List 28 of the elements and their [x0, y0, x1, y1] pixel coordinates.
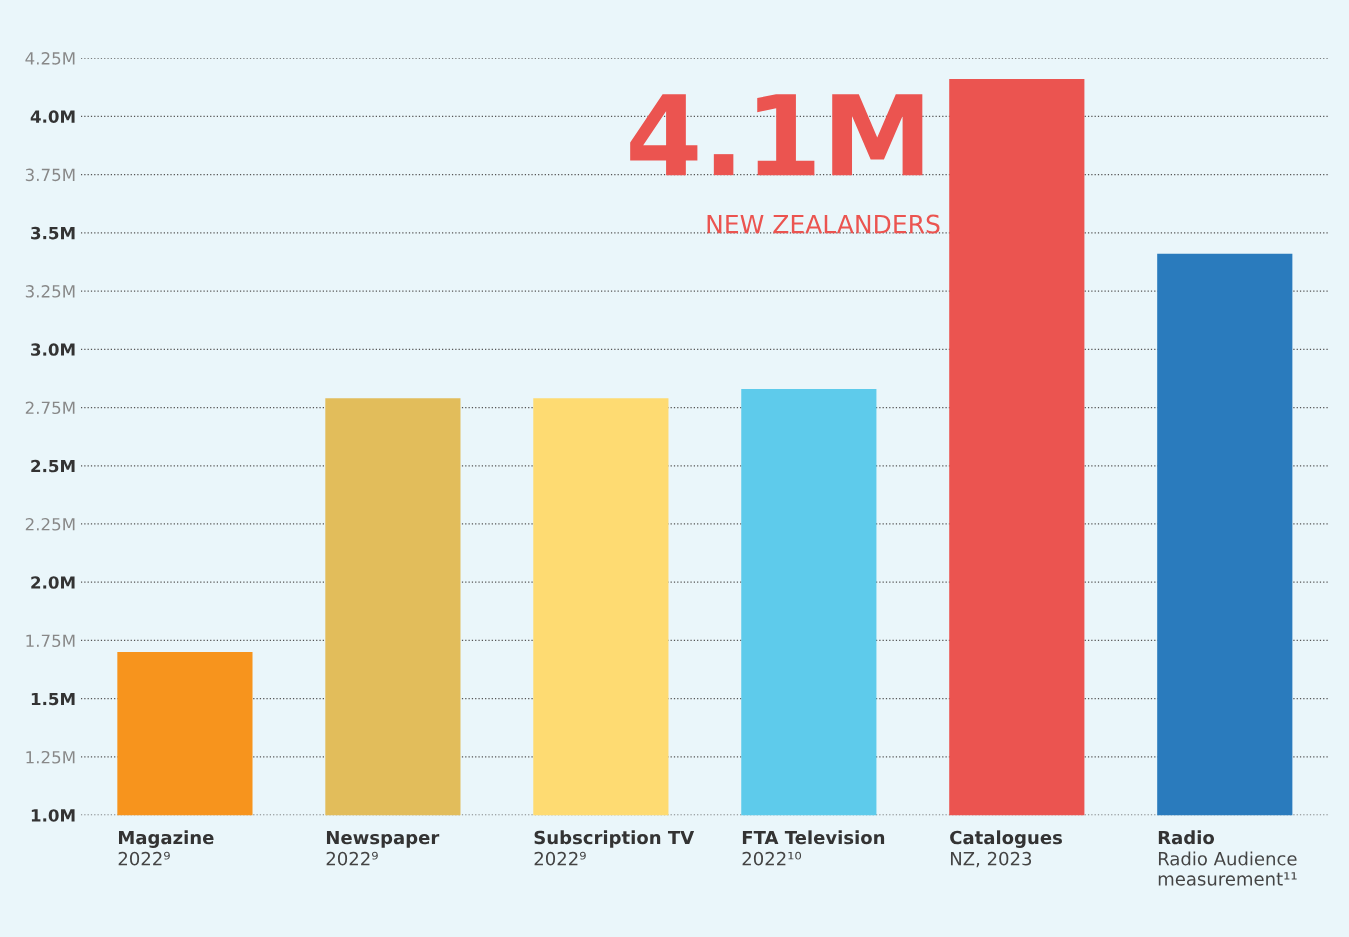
y-tick-label: 2.75M: [25, 401, 75, 415]
text: NZ, 2023: [950, 851, 1032, 868]
y-tick-label: 1.75M: [26, 634, 75, 648]
text: 2022⁹: [118, 851, 170, 866]
text: 2022¹⁰: [742, 851, 802, 866]
text: 2022⁹: [534, 851, 586, 866]
y-tick-label: 3.75M: [25, 168, 75, 182]
y-tick-label: 4.25M: [25, 52, 75, 65]
y-tick-label: 1.0M: [31, 809, 75, 822]
annotation: NEW ZEALANDERS: [707, 214, 940, 234]
annotation: 4.1M: [630, 94, 923, 176]
y-tick-label: 3.25M: [25, 285, 75, 298]
y-tick-label: 2.25M: [25, 517, 75, 531]
x-tick-label: FTA Television: [742, 830, 885, 845]
y-tick-label: 3.5M: [31, 226, 75, 240]
y-tick-label: 1.5M: [31, 692, 75, 706]
y-tick-label: 2.0M: [31, 576, 75, 589]
x-tick-label: Magazine: [118, 830, 214, 848]
y-tick-label: 1.25M: [26, 750, 75, 764]
x-tick-label: Radio: [1158, 830, 1215, 845]
x-tick-label: Subscription TV: [534, 830, 695, 848]
y-tick-label: 2.5M: [31, 459, 75, 473]
y-tick-label: 3.0M: [31, 343, 75, 356]
text: Radio Audience measurement¹¹: [1158, 851, 1297, 886]
text: 2022⁹: [326, 851, 378, 866]
x-tick-label: Newspaper: [326, 830, 440, 848]
x-tick-label: Catalogues: [950, 830, 1062, 848]
y-tick-label: 4.0M: [30, 110, 75, 123]
